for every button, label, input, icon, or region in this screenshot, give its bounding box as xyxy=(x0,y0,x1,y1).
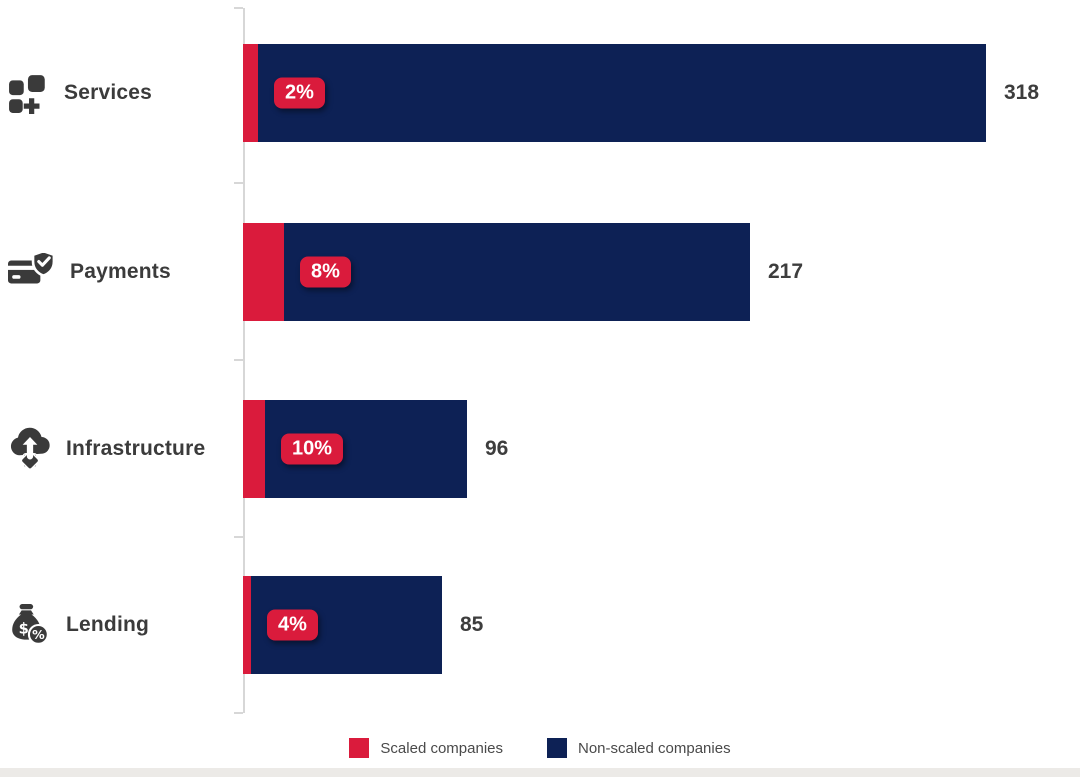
bar-payments: 8% xyxy=(243,223,750,321)
total-value-label: 96 xyxy=(485,437,509,460)
category-label: Infrastructure xyxy=(66,437,206,460)
cloud-upload-gear-icon xyxy=(8,427,52,471)
non-scaled-companies-segment xyxy=(284,223,750,321)
category-label: Services xyxy=(64,81,153,104)
legend: Scaled companies Non-scaled companies xyxy=(0,738,1080,758)
axis-tick xyxy=(234,536,243,538)
category-label-group-infrastructure: Infrastructure xyxy=(0,400,205,498)
services-grid-plus-icon xyxy=(8,70,50,116)
category-label-group-lending: $% Lending xyxy=(0,576,149,674)
payment-card-shield-icon xyxy=(8,250,56,294)
scaled-companies-segment xyxy=(243,44,258,142)
bottom-edge-strip xyxy=(0,768,1080,777)
percent-badge: 4% xyxy=(267,609,318,641)
percent-badge: 10% xyxy=(281,433,344,465)
legend-swatch-non-scaled-icon xyxy=(547,738,567,758)
total-value-label: 85 xyxy=(460,613,484,636)
non-scaled-companies-segment xyxy=(258,44,986,142)
category-label: Payments xyxy=(70,260,171,283)
percent-badge: 2% xyxy=(274,77,325,109)
total-value-label: 318 xyxy=(1004,81,1040,104)
legend-item-scaled-companies: Scaled companies xyxy=(349,738,503,758)
moneybag-percent-icon: $% xyxy=(8,603,52,647)
scaled-companies-segment xyxy=(243,223,284,321)
category-label: Lending xyxy=(66,613,150,636)
total-value-label: 217 xyxy=(768,260,804,283)
bar-lending: 4% xyxy=(243,576,442,674)
category-label-group-services: Services xyxy=(0,44,152,142)
svg-text:$: $ xyxy=(19,620,29,637)
legend-item-non-scaled-companies: Non-scaled companies xyxy=(547,738,731,758)
svg-text:%: % xyxy=(32,627,45,642)
scaled-companies-segment xyxy=(243,576,251,674)
axis-tick xyxy=(234,359,243,361)
axis-tick xyxy=(234,7,243,9)
scaled-companies-segment xyxy=(243,400,265,498)
percent-badge: 8% xyxy=(300,256,351,288)
legend-label-non-scaled: Non-scaled companies xyxy=(578,739,731,757)
bar-infrastructure: 10% xyxy=(243,400,467,498)
bar-services: 2% xyxy=(243,44,986,142)
axis-tick xyxy=(234,712,243,714)
axis-tick xyxy=(234,182,243,184)
legend-label-scaled: Scaled companies xyxy=(380,739,503,757)
category-axis-line xyxy=(243,8,245,713)
legend-swatch-scaled-icon xyxy=(349,738,370,758)
category-label-group-payments: Payments xyxy=(0,223,171,321)
